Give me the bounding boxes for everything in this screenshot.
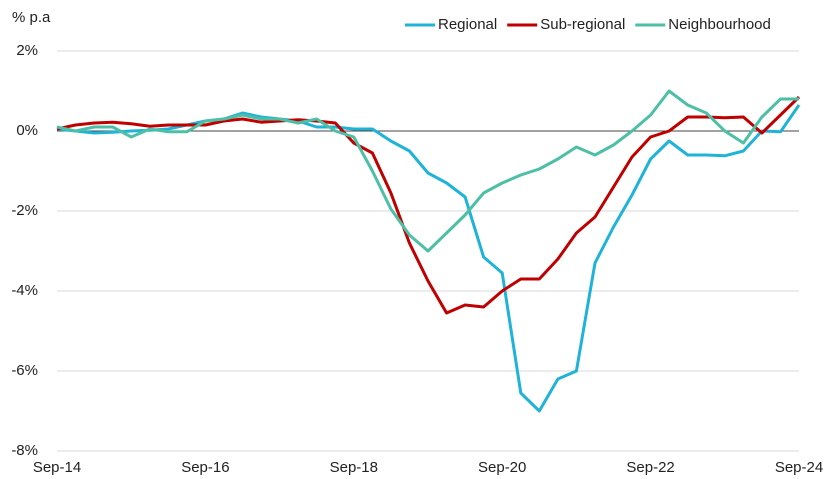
x-tick-label: Sep-16 xyxy=(181,459,229,476)
y-axis-label: % p.a xyxy=(12,9,51,26)
legend-label: Neighbourhood xyxy=(668,16,771,33)
series-line xyxy=(56,104,801,413)
legend-label: Regional xyxy=(438,16,497,33)
y-tick-label: -6% xyxy=(11,362,38,379)
y-tick-label: 2% xyxy=(16,42,38,59)
y-tick-label: 0% xyxy=(16,122,38,139)
y-tick-label: -8% xyxy=(11,442,38,459)
y-tick-label: -4% xyxy=(11,282,38,299)
x-tick-label: Sep-14 xyxy=(33,459,81,476)
series-line xyxy=(56,95,801,315)
legend-label: Sub-regional xyxy=(540,16,625,33)
x-tick-label: Sep-24 xyxy=(775,459,823,476)
y-tick-label: -2% xyxy=(11,202,38,219)
series-line xyxy=(56,89,799,253)
x-tick-label: Sep-18 xyxy=(330,459,378,476)
x-tick-label: Sep-22 xyxy=(626,459,674,476)
x-tick-label: Sep-20 xyxy=(478,459,526,476)
